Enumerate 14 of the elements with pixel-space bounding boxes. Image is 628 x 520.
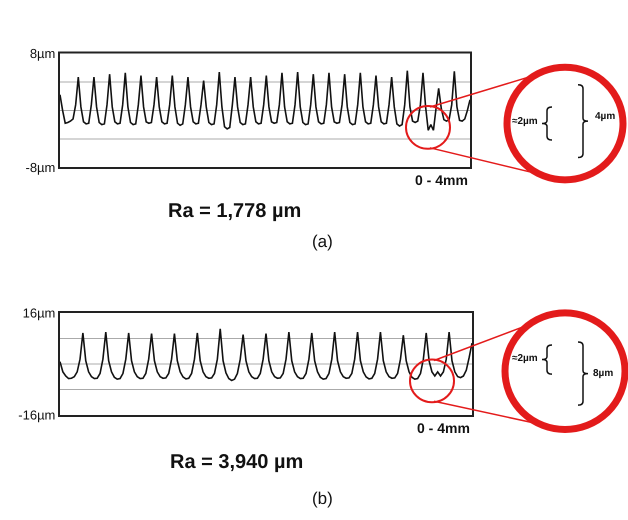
y-tick-label: 8µm <box>30 46 56 62</box>
y-tick-label: -16µm <box>18 407 56 422</box>
y-tick-label: 16µm <box>22 305 56 320</box>
text: Ra = 3,940 µm <box>170 451 304 473</box>
text: 4µm <box>595 111 616 122</box>
x-axis-title: 0 - 4mm <box>417 420 470 436</box>
text: Ra = 1,778 µm <box>168 200 302 222</box>
text: ≈2µm <box>512 353 538 364</box>
text: (b) <box>312 489 333 508</box>
text: 8µm <box>593 368 614 379</box>
x-axis-title: 0 - 4mm <box>415 172 468 188</box>
y-tick-label: -8µm <box>26 160 56 175</box>
text: ≈2µm <box>512 116 538 127</box>
text: (a) <box>312 232 333 251</box>
